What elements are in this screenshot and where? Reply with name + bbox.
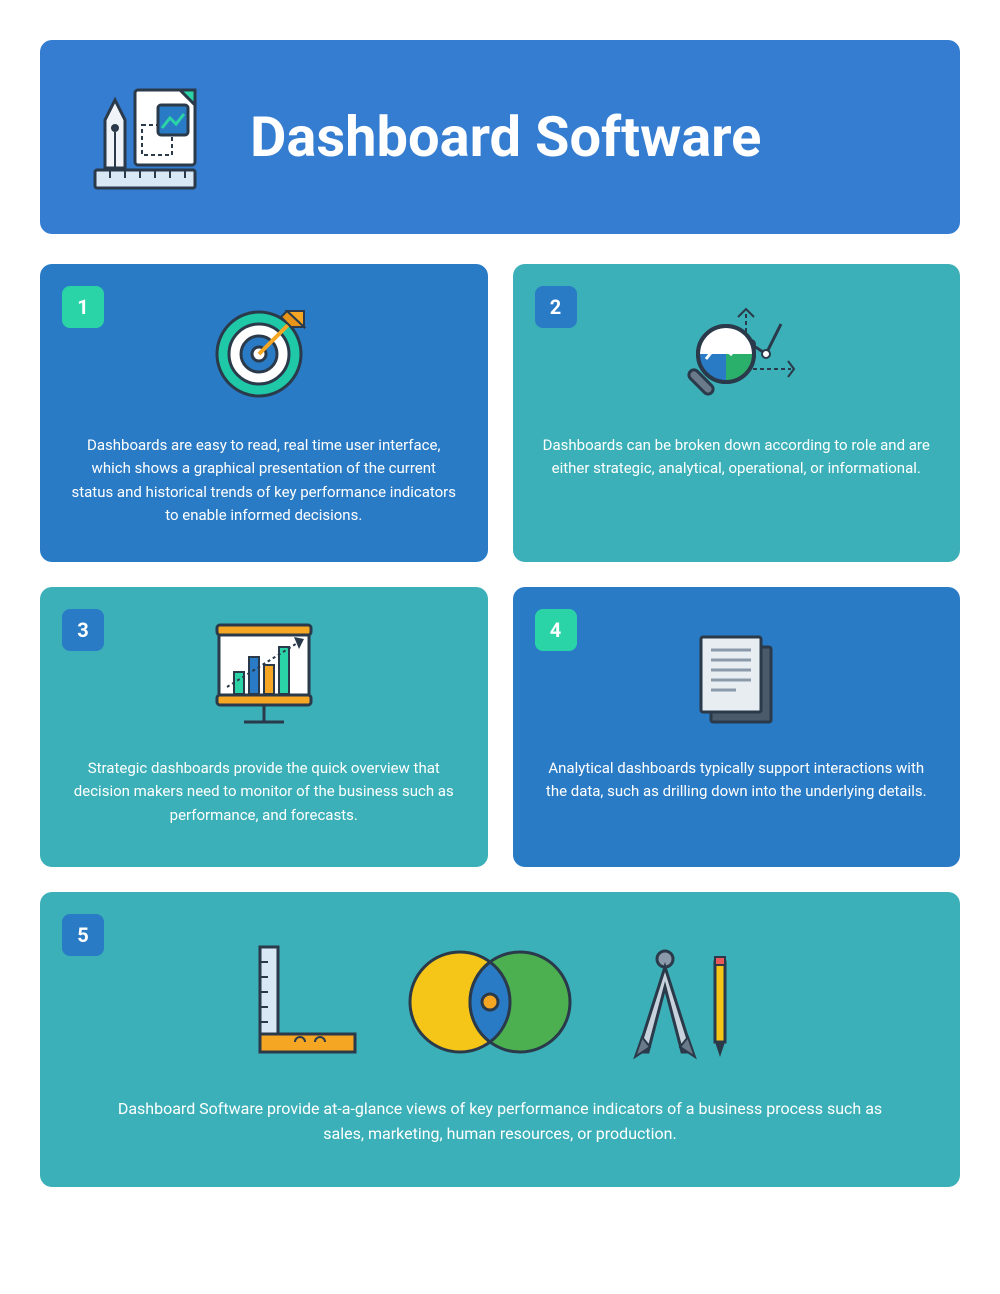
info-card-2: 2 Dashboards can be [513, 264, 961, 562]
info-card-4: 4 Analytical dashboards typically suppor… [513, 587, 961, 867]
card-number-badge: 5 [62, 914, 104, 956]
design-tools-icon [80, 70, 210, 204]
info-card-1: 1 Dashboards are easy to read, real time… [40, 264, 488, 562]
tools-venn-icon [240, 937, 760, 1067]
card-number-badge: 4 [535, 609, 577, 651]
magnifier-chart-icon [676, 299, 796, 409]
info-card-3: 3 Strategic dashboards provide the qu [40, 587, 488, 867]
info-card-5: 5 [40, 892, 960, 1187]
card-text: Dashboard Software provide at-a-glance v… [110, 1097, 890, 1147]
card-text: Dashboards are easy to read, real time u… [70, 434, 458, 527]
bar-chart-board-icon [199, 622, 329, 732]
cards-grid: 1 Dashboards are easy to read, real time… [40, 264, 960, 867]
card-number-badge: 1 [62, 286, 104, 328]
header-banner: Dashboard Software [40, 40, 960, 234]
documents-icon [681, 622, 791, 732]
card-number-badge: 2 [535, 286, 577, 328]
page-title: Dashboard Software [250, 108, 761, 167]
target-icon [209, 299, 319, 409]
card-text: Analytical dashboards typically support … [543, 757, 931, 804]
card-text: Dashboards can be broken down according … [543, 434, 931, 481]
card-text: Strategic dashboards provide the quick o… [70, 757, 458, 827]
card-number-badge: 3 [62, 609, 104, 651]
